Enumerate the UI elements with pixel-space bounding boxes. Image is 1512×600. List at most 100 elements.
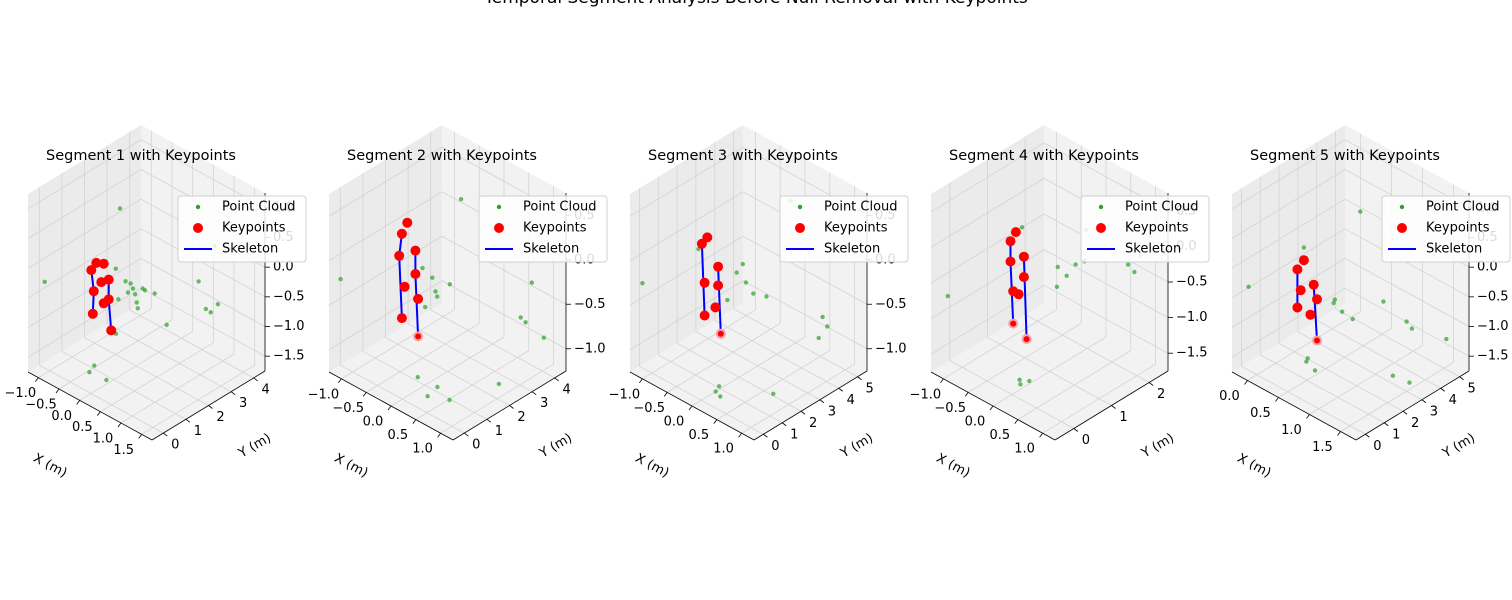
- grid-z: [140, 228, 266, 298]
- y-tick: [800, 410, 806, 415]
- point-cloud-point: [87, 370, 92, 375]
- grid-x: [741, 363, 855, 434]
- x-tick: [97, 411, 101, 416]
- x-axis-line: [1231, 371, 1357, 441]
- point-cloud-point: [458, 197, 464, 202]
- y-tick: [1421, 399, 1427, 404]
- y-axis-label: Y (m): [235, 431, 274, 462]
- grid-y: [84, 337, 209, 406]
- grid-z: [1344, 258, 1470, 327]
- x-tick-label: 1.0: [1281, 423, 1302, 438]
- y-tick-label: 3: [828, 404, 836, 419]
- point-cloud-point: [1312, 368, 1318, 373]
- grid-y: [362, 350, 488, 420]
- keypoint: [713, 280, 724, 291]
- legend-label: Point Cloud: [523, 200, 597, 215]
- point-cloud-point: [1305, 356, 1310, 361]
- legend-label: Skeleton: [824, 242, 880, 257]
- y-tick-label: 0: [1373, 439, 1381, 454]
- x-tick-label: −0.5: [332, 401, 364, 416]
- legend-box: [1080, 195, 1210, 263]
- legend-label: Skeleton: [1426, 242, 1482, 257]
- x-tick-label: −0.5: [25, 398, 57, 413]
- legend-label: Keypoints: [523, 221, 587, 236]
- legend-label: Point Cloud: [222, 200, 296, 215]
- point-cloud-point: [541, 335, 546, 340]
- y-tick-label: 2: [1157, 387, 1165, 402]
- keypoint: [1018, 272, 1029, 282]
- point-cloud-point: [1246, 284, 1251, 289]
- subplot-4: −1.0−0.50.00.51.0012−1.5−1.0−0.50.00.5X …: [910, 125, 1210, 481]
- y-tick: [208, 405, 213, 409]
- y-axis-line: [1355, 370, 1470, 441]
- point-cloud-point: [1350, 316, 1355, 322]
- z-tick-label: −0.5: [273, 289, 305, 304]
- y-tick-label: 2: [809, 416, 817, 431]
- grid-z: [27, 287, 142, 358]
- x-tick: [437, 432, 441, 438]
- y-tick-label: 0: [171, 438, 179, 453]
- y-axis-label: Y (m): [837, 431, 876, 462]
- x-axis-label: X (m): [934, 451, 973, 481]
- point-cloud-point: [125, 290, 131, 295]
- legend-box: [1381, 195, 1511, 263]
- y-tick: [163, 432, 168, 437]
- x-tick: [138, 434, 142, 439]
- grid-y: [430, 309, 555, 379]
- legend: Point Cloud Keypoints Skeleton: [177, 195, 307, 263]
- keypoint: [1292, 302, 1303, 313]
- y-tick-label: 2: [1411, 416, 1419, 431]
- z-tick-label: −1.0: [875, 341, 907, 356]
- subplot-title: Segment 5 with Keypoints: [1250, 148, 1440, 164]
- grid-z: [742, 235, 868, 305]
- x-tick: [964, 392, 969, 397]
- y-tick-label: 1: [1119, 410, 1127, 425]
- legend-label: Keypoints: [1426, 221, 1490, 236]
- z-tick-label: −1.0: [1477, 319, 1509, 334]
- point-cloud-point: [1054, 284, 1060, 289]
- point-cloud-point: [135, 306, 140, 311]
- legend-point-cloud-marker: [496, 204, 502, 210]
- point-cloud-point: [1064, 273, 1069, 278]
- grid-x: [691, 336, 806, 407]
- y-tick: [486, 418, 492, 423]
- grid-y: [695, 331, 821, 401]
- point-cloud-point: [435, 384, 440, 390]
- x-tick: [1244, 380, 1248, 385]
- point-cloud-point: [92, 363, 97, 368]
- x-tick: [713, 419, 718, 424]
- y-tick: [782, 422, 787, 427]
- keypoint: [1298, 255, 1309, 266]
- x-tick-label: 1.0: [412, 442, 433, 457]
- y-tick-label: 0: [1082, 433, 1090, 448]
- grid-z: [1231, 258, 1346, 328]
- point-cloud-point: [771, 391, 776, 396]
- point-cloud-point: [1404, 319, 1409, 324]
- x-tick: [362, 392, 367, 397]
- grid-z: [140, 258, 266, 327]
- grid-y: [987, 337, 1112, 406]
- y-tick-label: 3: [1430, 404, 1438, 419]
- keypoint-core: [1010, 320, 1017, 327]
- grid-z: [629, 146, 744, 217]
- y-tick-label: 1: [194, 424, 202, 439]
- legend-box: [177, 195, 307, 263]
- point-cloud-point: [42, 279, 47, 284]
- skeleton-bone: [717, 266, 722, 334]
- y-tick-label: 5: [865, 381, 873, 396]
- legend-box: [478, 195, 608, 263]
- y-tick: [464, 432, 469, 437]
- grid-y: [658, 354, 783, 424]
- point-cloud-point: [447, 282, 452, 287]
- floor-pane: [1232, 303, 1469, 440]
- y-tick-label: 2: [517, 410, 525, 425]
- y-tick: [1365, 433, 1370, 438]
- point-cloud-point: [1358, 209, 1363, 214]
- grid-y: [340, 364, 465, 434]
- x-tick: [117, 422, 122, 428]
- x-tick-label: 1.0: [93, 432, 114, 447]
- legend-keypoints-marker: [494, 223, 504, 233]
- x-tick-label: 1.0: [1014, 442, 1035, 457]
- y-axis-line: [753, 370, 868, 441]
